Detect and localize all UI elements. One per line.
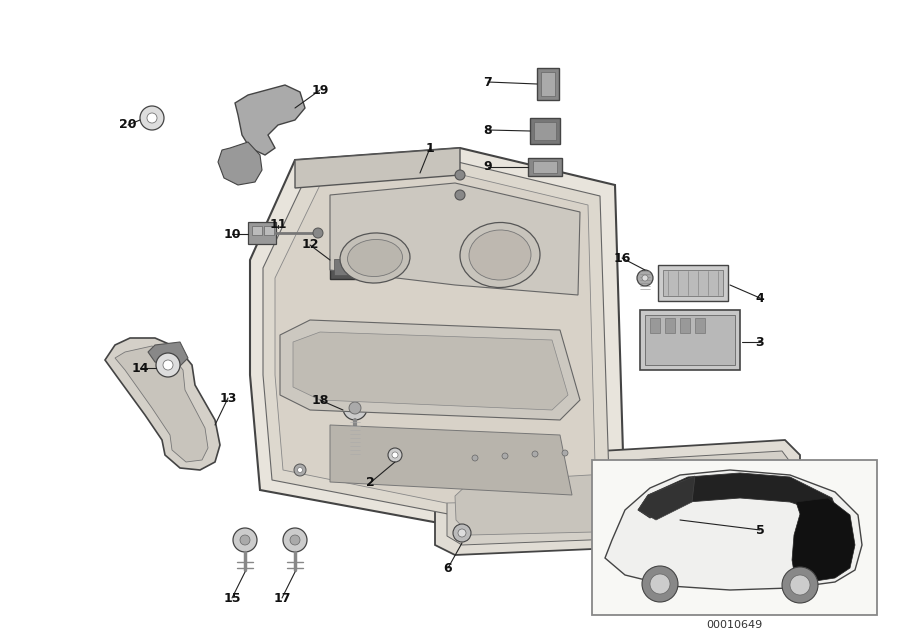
FancyBboxPatch shape: [695, 318, 705, 333]
Circle shape: [392, 452, 398, 458]
Polygon shape: [115, 346, 208, 462]
Polygon shape: [105, 338, 220, 470]
Text: 9: 9: [483, 161, 492, 173]
FancyBboxPatch shape: [528, 158, 562, 176]
Polygon shape: [218, 142, 262, 185]
Circle shape: [453, 524, 471, 542]
Polygon shape: [295, 148, 460, 188]
FancyBboxPatch shape: [248, 222, 276, 244]
Circle shape: [502, 453, 508, 459]
Circle shape: [140, 106, 164, 130]
Circle shape: [313, 228, 323, 238]
Text: 18: 18: [311, 394, 328, 406]
Circle shape: [637, 270, 653, 286]
Text: 15: 15: [223, 591, 241, 605]
Text: 16: 16: [613, 251, 631, 265]
FancyBboxPatch shape: [334, 259, 358, 275]
Circle shape: [790, 575, 810, 595]
FancyBboxPatch shape: [252, 226, 262, 235]
Polygon shape: [280, 320, 580, 420]
Text: 13: 13: [220, 392, 237, 404]
Circle shape: [455, 190, 465, 200]
Polygon shape: [235, 85, 305, 155]
Circle shape: [156, 353, 180, 377]
FancyBboxPatch shape: [541, 72, 555, 96]
FancyBboxPatch shape: [533, 161, 557, 173]
Text: 3: 3: [756, 335, 764, 349]
FancyBboxPatch shape: [537, 68, 559, 100]
Text: 19: 19: [311, 83, 328, 97]
FancyBboxPatch shape: [665, 318, 675, 333]
Text: 1: 1: [426, 142, 435, 154]
Text: 11: 11: [269, 218, 287, 232]
Circle shape: [642, 275, 648, 281]
FancyBboxPatch shape: [264, 226, 274, 235]
Circle shape: [455, 170, 465, 180]
Text: 4: 4: [756, 291, 764, 305]
Text: 14: 14: [131, 361, 149, 375]
FancyBboxPatch shape: [592, 460, 877, 615]
Polygon shape: [330, 183, 580, 295]
Polygon shape: [455, 465, 768, 535]
Circle shape: [294, 464, 306, 476]
FancyBboxPatch shape: [663, 270, 723, 296]
Ellipse shape: [347, 239, 402, 276]
Text: 12: 12: [302, 239, 319, 251]
Text: 20: 20: [119, 119, 137, 131]
FancyBboxPatch shape: [330, 255, 362, 279]
FancyBboxPatch shape: [650, 318, 660, 333]
Circle shape: [650, 574, 670, 594]
Circle shape: [349, 402, 361, 414]
Polygon shape: [263, 162, 610, 514]
Circle shape: [472, 455, 478, 461]
Circle shape: [562, 450, 568, 456]
Circle shape: [290, 535, 300, 545]
Circle shape: [298, 467, 302, 472]
Circle shape: [782, 567, 818, 603]
Circle shape: [147, 113, 157, 123]
Polygon shape: [293, 332, 568, 410]
Circle shape: [458, 529, 466, 537]
Circle shape: [388, 448, 402, 462]
Polygon shape: [638, 473, 840, 520]
Circle shape: [163, 360, 173, 370]
Text: 17: 17: [274, 591, 291, 605]
Ellipse shape: [460, 222, 540, 288]
Polygon shape: [792, 498, 855, 584]
Polygon shape: [447, 451, 791, 545]
Polygon shape: [250, 148, 625, 525]
Ellipse shape: [340, 233, 410, 283]
Polygon shape: [275, 174, 596, 503]
Polygon shape: [605, 470, 862, 590]
Polygon shape: [638, 476, 695, 520]
Circle shape: [283, 528, 307, 552]
FancyBboxPatch shape: [534, 122, 556, 140]
Text: 5: 5: [756, 523, 764, 537]
FancyBboxPatch shape: [640, 310, 740, 370]
Polygon shape: [435, 440, 800, 555]
Text: 8: 8: [483, 123, 492, 137]
Text: 10: 10: [223, 227, 241, 241]
FancyBboxPatch shape: [680, 318, 690, 333]
Text: 7: 7: [483, 76, 492, 88]
FancyBboxPatch shape: [645, 315, 735, 365]
Text: 00010649: 00010649: [706, 620, 762, 630]
Text: 6: 6: [444, 561, 453, 575]
Circle shape: [343, 396, 367, 420]
FancyBboxPatch shape: [530, 118, 560, 144]
Circle shape: [233, 528, 257, 552]
Circle shape: [642, 566, 678, 602]
Polygon shape: [148, 342, 188, 368]
FancyBboxPatch shape: [658, 265, 728, 301]
Circle shape: [240, 535, 250, 545]
Ellipse shape: [469, 230, 531, 280]
Circle shape: [532, 451, 538, 457]
Text: 2: 2: [365, 476, 374, 490]
Polygon shape: [330, 425, 572, 495]
